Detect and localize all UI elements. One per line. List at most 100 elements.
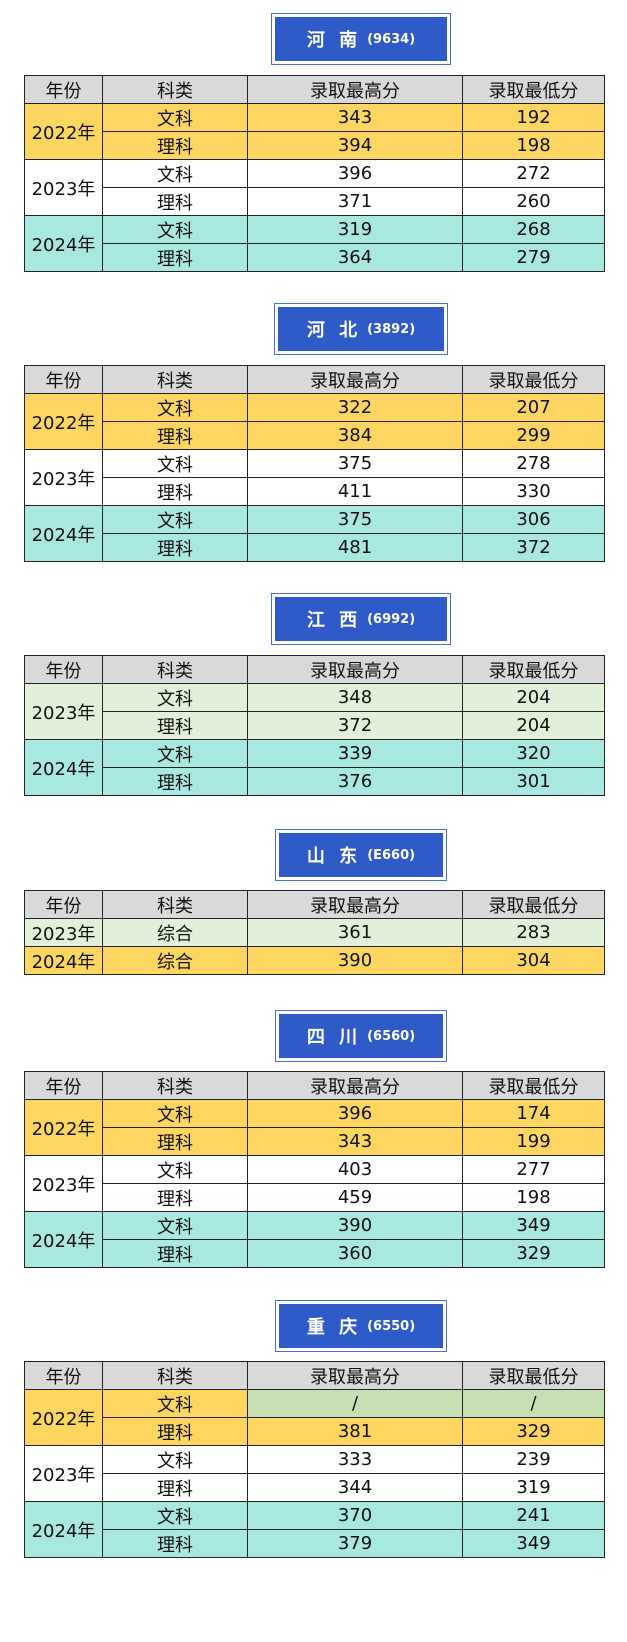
max-cell: 481 <box>247 533 463 562</box>
table-row: 2023年 文科 403 277 <box>24 1155 605 1212</box>
table-row: 2023年 文科 396 272 <box>24 159 605 216</box>
min-cell: 174 <box>462 1099 605 1128</box>
province-badge-jiangxi: 江 西 (6992) <box>271 593 451 645</box>
table-row: 理科 372 204 <box>25 711 605 740</box>
province-name: 江 西 <box>306 610 362 631</box>
province-code: (6992) <box>367 611 416 627</box>
year-cell: 2024年 <box>24 505 103 562</box>
max-cell: 375 <box>247 449 463 478</box>
table-header-row: 年份 科类 录取最高分 录取最低分 <box>24 655 605 684</box>
table-header-row: 年份 科类 录取最高分 录取最低分 <box>24 1071 605 1100</box>
table-row: 2024年 文科 319 268 <box>24 215 605 272</box>
max-cell: 394 <box>247 131 463 160</box>
table-row: 理科 384 299 <box>25 421 605 450</box>
type-cell: 综合 <box>102 946 248 975</box>
year-cell: 2023年 <box>24 1445 103 1502</box>
max-cell: 343 <box>247 1127 463 1156</box>
province-badge-sichuan: 四 川 (6560) <box>275 1010 447 1062</box>
table-row: 2022年 文科 343 192 <box>24 103 605 160</box>
year-cell: 2022年 <box>24 1099 103 1156</box>
header-max: 录取最高分 <box>247 890 463 919</box>
table-row: 理科 364 279 <box>25 243 605 272</box>
table-row: 2024年 综合 390 304 <box>24 946 605 975</box>
type-cell: 文科 <box>102 1099 248 1128</box>
min-cell: 241 <box>462 1501 605 1530</box>
score-table-jiangxi: 年份 科类 录取最高分 录取最低分 2023年 文科 348 204 理科 37… <box>24 655 605 796</box>
min-cell: 204 <box>462 711 605 740</box>
header-year: 年份 <box>24 75 103 104</box>
type-cell: 文科 <box>102 215 248 244</box>
type-cell: 理科 <box>102 1239 248 1268</box>
header-type: 科类 <box>102 365 248 394</box>
province-badge-shandong: 山 东 (E660) <box>275 829 447 881</box>
header-max: 录取最高分 <box>247 1071 463 1100</box>
table-row: 理科 360 329 <box>25 1239 605 1268</box>
max-cell: 396 <box>247 159 463 188</box>
min-cell: 304 <box>462 946 605 975</box>
header-max: 录取最高分 <box>247 655 463 684</box>
max-cell: 364 <box>247 243 463 272</box>
max-cell: 348 <box>247 683 463 712</box>
year-cell: 2024年 <box>24 1211 103 1268</box>
min-cell: 268 <box>462 215 605 244</box>
header-min: 录取最低分 <box>462 1361 605 1390</box>
score-table-chongqing: 年份 科类 录取最高分 录取最低分 2022年 文科 / / 理科 381 32… <box>24 1361 605 1558</box>
table-row: 理科 394 198 <box>25 131 605 160</box>
type-cell: 文科 <box>102 159 248 188</box>
type-cell: 文科 <box>102 1389 248 1418</box>
score-table-sichuan: 年份 科类 录取最高分 录取最低分 2022年 文科 396 174 理科 34… <box>24 1071 605 1268</box>
min-cell: 199 <box>462 1127 605 1156</box>
max-cell: 343 <box>247 103 463 132</box>
max-cell: 411 <box>247 477 463 506</box>
table-row: 2023年 文科 348 204 <box>24 683 605 740</box>
min-cell: 279 <box>462 243 605 272</box>
min-cell: 278 <box>462 449 605 478</box>
table-header-row: 年份 科类 录取最高分 录取最低分 <box>24 890 605 919</box>
max-cell: 375 <box>247 505 463 534</box>
type-cell: 理科 <box>102 421 248 450</box>
type-cell: 理科 <box>102 477 248 506</box>
type-cell: 文科 <box>102 1155 248 1184</box>
province-badge-hebei: 河 北 (3892) <box>274 303 448 355</box>
min-cell: 330 <box>462 477 605 506</box>
type-cell: 文科 <box>102 449 248 478</box>
min-cell: 299 <box>462 421 605 450</box>
type-cell: 文科 <box>102 1211 248 1240</box>
table-row: 2023年 综合 361 283 <box>24 918 605 947</box>
table-row: 理科 459 198 <box>25 1183 605 1212</box>
max-cell: 322 <box>247 393 463 422</box>
table-header-row: 年份 科类 录取最高分 录取最低分 <box>24 1361 605 1390</box>
type-cell: 文科 <box>102 1501 248 1530</box>
header-min: 录取最低分 <box>462 75 605 104</box>
max-cell: 370 <box>247 1501 463 1530</box>
max-cell: 396 <box>247 1099 463 1128</box>
max-cell: 381 <box>247 1417 463 1446</box>
header-type: 科类 <box>102 1361 248 1390</box>
max-cell: 319 <box>247 215 463 244</box>
max-cell: 372 <box>247 711 463 740</box>
header-type: 科类 <box>102 890 248 919</box>
type-cell: 理科 <box>102 711 248 740</box>
province-code: (6550) <box>367 1318 416 1334</box>
max-cell: 344 <box>247 1473 463 1502</box>
type-cell: 理科 <box>102 1473 248 1502</box>
table-row: 2024年 文科 339 320 <box>24 739 605 796</box>
min-cell: / <box>462 1389 605 1418</box>
score-table-shandong: 年份 科类 录取最高分 录取最低分 2023年 综合 361 283 2024年… <box>24 890 605 975</box>
header-min: 录取最低分 <box>462 1071 605 1100</box>
table-row: 2022年 文科 / / <box>24 1389 605 1446</box>
min-cell: 349 <box>462 1529 605 1558</box>
max-cell: 361 <box>247 918 463 947</box>
table-row: 理科 343 199 <box>25 1127 605 1156</box>
table-row: 理科 379 349 <box>25 1529 605 1558</box>
year-cell: 2023年 <box>24 449 103 506</box>
table-row: 2023年 文科 333 239 <box>24 1445 605 1502</box>
type-cell: 理科 <box>102 533 248 562</box>
min-cell: 372 <box>462 533 605 562</box>
header-year: 年份 <box>24 655 103 684</box>
min-cell: 329 <box>462 1239 605 1268</box>
year-cell: 2023年 <box>24 1155 103 1212</box>
max-cell: 390 <box>247 1211 463 1240</box>
min-cell: 198 <box>462 1183 605 1212</box>
min-cell: 260 <box>462 187 605 216</box>
